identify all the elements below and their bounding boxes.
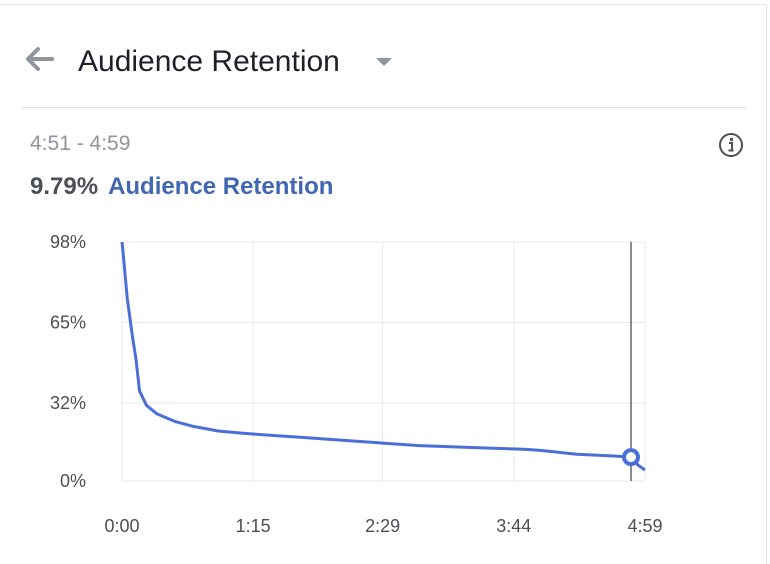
header: Audience Retention [22, 38, 746, 88]
x-tick-label: 0:00 [104, 516, 139, 536]
hover-marker[interactable] [622, 448, 641, 467]
x-tick-label: 4:59 [627, 516, 662, 536]
x-tick-label: 1:15 [236, 516, 271, 536]
retention-line [120, 241, 646, 472]
right-border [766, 4, 767, 564]
title-dropdown[interactable] [374, 55, 394, 69]
y-tick-label: 32% [50, 393, 86, 413]
header-divider [22, 107, 746, 108]
x-tick-label: 2:29 [365, 516, 400, 536]
x-tick-label: 3:44 [496, 516, 531, 536]
top-border [0, 4, 766, 5]
back-button[interactable] [22, 44, 58, 74]
retention-chart[interactable]: 98% 65% 32% 0% 0:00 1:15 2:29 3:44 4:59 [0, 220, 770, 540]
info-icon [719, 133, 743, 157]
y-tick-label: 98% [50, 232, 86, 252]
x-axis-ticks: 0:00 1:15 2:29 3:44 4:59 [104, 516, 662, 536]
caret-down-icon [376, 58, 392, 66]
retention-value: 9.79% [30, 173, 99, 200]
time-range: 4:51 - 4:59 [30, 132, 131, 155]
arrow-left-icon [26, 47, 54, 71]
chart-grid [121, 241, 646, 482]
y-axis-ticks: 98% 65% 32% 0% [50, 232, 86, 491]
page-title[interactable]: Audience Retention [78, 45, 340, 78]
y-tick-label: 0% [60, 471, 86, 491]
info-button[interactable] [718, 132, 744, 158]
retention-metric-label: Audience Retention [108, 173, 334, 200]
retention-summary: 9.79% Audience Retention [30, 173, 333, 201]
y-tick-label: 65% [50, 312, 86, 332]
